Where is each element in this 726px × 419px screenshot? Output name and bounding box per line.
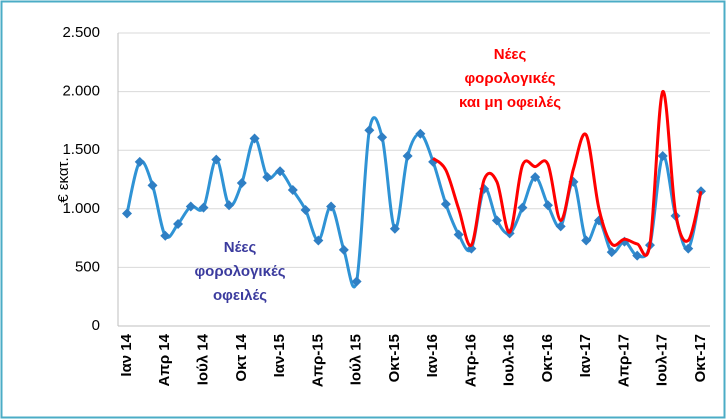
x-tick-label: Απρ 14: [156, 333, 173, 386]
y-axis-label: € εκατ.: [55, 157, 72, 202]
marker: [338, 244, 349, 255]
marker: [287, 185, 298, 196]
x-tick-label: Ιούλ 15: [348, 334, 365, 385]
marker: [415, 128, 426, 139]
y-tick-label: 500: [75, 258, 100, 275]
marker: [351, 276, 362, 287]
marker: [326, 201, 337, 212]
y-tick-label: 1.500: [62, 141, 100, 158]
x-tick-label: Οκτ-17: [692, 334, 709, 382]
x-tick-label: Ιαν 14: [118, 333, 135, 376]
x-tick-label: Οκτ-15: [386, 334, 403, 382]
marker: [657, 151, 668, 162]
x-tick-label: Οκτ 14: [233, 333, 250, 381]
marker: [364, 125, 375, 136]
marker: [517, 202, 528, 213]
y-tick-label: 0: [92, 317, 100, 334]
x-tick-label: Ιαν-17: [577, 334, 594, 377]
marker: [134, 156, 145, 167]
marker: [173, 219, 184, 230]
marker: [440, 199, 451, 210]
marker: [542, 200, 553, 211]
x-tick-label: Απρ-15: [309, 334, 326, 387]
x-tick-label: Ιουλ-16: [501, 334, 518, 386]
x-tick-label: Απρ-16: [462, 334, 479, 387]
annotation: και μη οφειλές: [459, 94, 561, 111]
x-tick-label: Ιουλ-17: [654, 334, 671, 386]
x-tick-label: Ιούλ 14: [195, 333, 212, 385]
x-tick-label: Οκτ-16: [539, 334, 556, 382]
series-line: [432, 90, 703, 257]
annotation: φορολογικές: [194, 263, 285, 280]
marker: [300, 204, 311, 215]
annotation: Νέες: [224, 239, 257, 256]
marker: [249, 133, 260, 144]
marker: [185, 201, 196, 212]
y-tick-label: 1.000: [62, 200, 100, 217]
marker: [683, 243, 694, 254]
marker: [555, 221, 566, 232]
marker: [262, 172, 273, 183]
x-tick-label: Απρ-17: [615, 334, 632, 387]
marker: [389, 223, 400, 234]
marker: [147, 180, 158, 191]
marker: [236, 178, 247, 189]
marker: [122, 208, 132, 219]
marker: [453, 229, 464, 240]
marker: [275, 166, 286, 177]
x-tick-label: Ιαν-16: [424, 334, 441, 377]
marker: [632, 250, 643, 261]
marker: [530, 172, 541, 183]
annotation: φορολογικές: [464, 70, 555, 87]
marker: [211, 154, 222, 165]
marker: [606, 247, 617, 258]
y-tick-label: 2.000: [62, 83, 100, 100]
x-tick-label: Ιαν-15: [271, 334, 288, 377]
marker: [224, 200, 235, 211]
marker: [581, 235, 592, 246]
marker: [377, 132, 388, 143]
marker: [491, 215, 502, 226]
marker: [402, 151, 413, 162]
y-tick-label: 2.500: [62, 24, 100, 41]
annotation: Νέες: [494, 46, 527, 63]
marker: [198, 202, 209, 213]
marker: [160, 230, 171, 241]
annotation: οφειλές: [213, 287, 267, 304]
marker: [313, 235, 324, 246]
